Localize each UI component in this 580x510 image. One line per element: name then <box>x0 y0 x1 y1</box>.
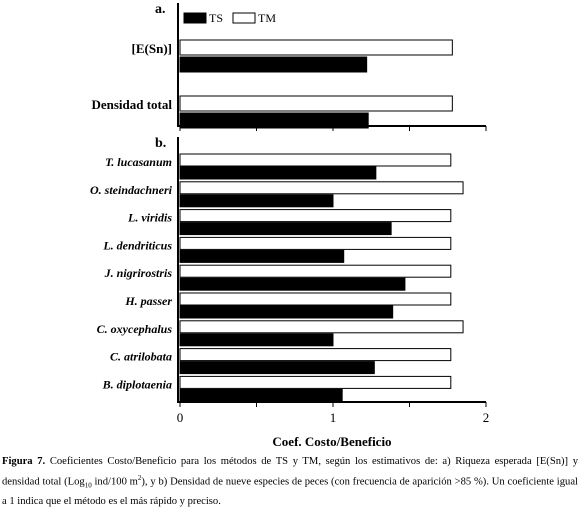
bar-ts-c-atrilobata <box>179 361 375 375</box>
bar-ts-b-diplotaenia <box>179 388 343 402</box>
bar-tm-l-dendriticus <box>179 236 452 250</box>
x-tick-label: 1 <box>330 410 337 425</box>
bar-ts-densidad-total <box>179 112 369 129</box>
legend-label-tm: TM <box>258 11 276 25</box>
bar-ts-o-steindachneri <box>179 194 334 208</box>
bar-tm-l-viridis <box>179 209 452 223</box>
category-label-l-dendriticus: L. dendriticus <box>102 238 172 252</box>
bar-tm-o-steindachneri <box>179 181 464 195</box>
x-tick-label: 0 <box>177 410 184 425</box>
caption-text-2: ind/100 m <box>91 476 138 488</box>
caption-superscript: 2 <box>137 474 142 482</box>
caption-text-3: ), y b) Densidad de nueve especies de pe… <box>2 476 578 507</box>
bar-ts-e-sn <box>179 56 368 73</box>
category-label-j-nigrirostris: J. nigrirostris <box>104 266 173 280</box>
legend-swatch-ts <box>183 12 207 24</box>
figure-caption: Figura 7. Coeficientes Costo/Beneficio p… <box>2 454 578 510</box>
caption-subscript: 10 <box>84 481 92 490</box>
panel-a-category-labels: [E(Sn)] Densidad total <box>91 41 172 112</box>
bar-tm-t-lucasanum <box>179 153 452 167</box>
category-label-b-diplotaenia: B. diplotaenia <box>102 377 172 391</box>
category-label-o-steindachneri: O. steindachneri <box>90 183 173 197</box>
caption-label: Figura 7. <box>2 456 46 467</box>
panel-b-tick-labels: 0 1 2 <box>177 410 490 425</box>
category-label-c-atrilobata: C. atrilobata <box>110 350 172 364</box>
bar-tm-c-atrilobata <box>179 348 452 362</box>
bar-tm-b-diplotaenia <box>179 375 452 389</box>
category-label-c-oxycephalus: C. oxycephalus <box>97 322 173 336</box>
bar-ts-h-passer <box>179 305 394 319</box>
figure: a. [E(Sn)] Densidad total TS TM b. T. luc… <box>90 2 489 449</box>
panel-a: a. [E(Sn)] Densidad total TS TM <box>91 2 487 131</box>
legend-label-ts: TS <box>209 11 223 25</box>
panel-b-category-labels: T. lucasanum O. steindachneri L. viridis L.… <box>90 155 173 391</box>
category-label-t-lucasanum: T. lucasanum <box>105 155 172 169</box>
bar-ts-l-dendriticus <box>179 249 345 263</box>
x-tick-label: 2 <box>483 410 490 425</box>
category-label-h-passer: H. passer <box>124 294 172 308</box>
panel-b-label: b. <box>155 136 166 151</box>
x-axis-label: Coef. Costo/Beneficio <box>272 434 391 449</box>
category-label-densidad-total: Densidad total <box>91 97 172 112</box>
bar-ts-j-nigrirostris <box>179 277 406 291</box>
bar-tm-c-oxycephalus <box>179 320 464 334</box>
bar-tm-densidad-total <box>179 95 453 112</box>
caption-text-1: Coeficientes Costo/Beneficio para los mé… <box>2 456 578 488</box>
legend-swatch-tm <box>232 12 256 24</box>
bar-ts-l-viridis <box>179 222 392 236</box>
panel-b: b. T. lucasanum O. steindachneri L. viridi… <box>90 136 489 449</box>
panel-b-bars <box>179 153 464 402</box>
legend: TS TM <box>183 11 276 25</box>
bar-tm-e-sn <box>179 39 453 56</box>
category-label-l-viridis: L. viridis <box>127 211 172 225</box>
bar-tm-j-nigrirostris <box>179 264 452 278</box>
bar-tm-h-passer <box>179 292 452 306</box>
category-label-e-sn: [E(Sn)] <box>132 41 172 56</box>
bar-ts-t-lucasanum <box>179 166 377 180</box>
bar-ts-c-oxycephalus <box>179 333 334 347</box>
panel-a-bars <box>179 39 453 129</box>
panel-b-ticks <box>179 402 487 407</box>
panel-a-label: a. <box>155 2 166 17</box>
